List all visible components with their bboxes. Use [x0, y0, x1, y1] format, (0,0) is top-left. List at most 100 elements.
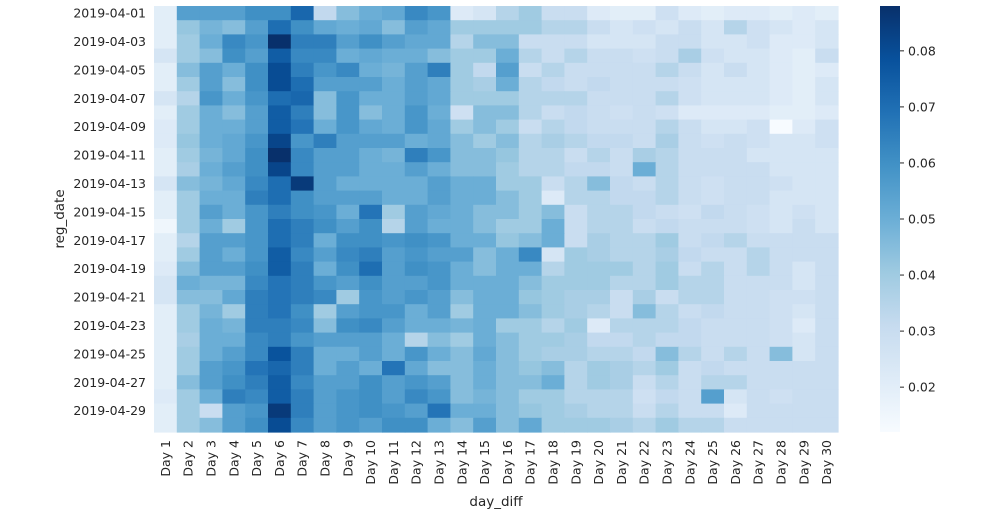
- heatmap-cell: [587, 332, 611, 348]
- heatmap-cell: [678, 417, 702, 433]
- heatmap-cell: [701, 389, 725, 405]
- heatmap-cell: [678, 77, 702, 92]
- heatmap-cell: [404, 219, 429, 234]
- heatmap-cell: [587, 275, 611, 291]
- heatmap-cell: [450, 275, 474, 291]
- heatmap-cell: [222, 48, 246, 64]
- heatmap-cell: [382, 332, 406, 348]
- heatmap-cell: [564, 332, 588, 348]
- heatmap-cell: [336, 77, 360, 92]
- heatmap-cell: [359, 219, 383, 234]
- heatmap-cell: [450, 91, 474, 106]
- heatmap-cell: [746, 290, 771, 305]
- heatmap-cell: [678, 403, 702, 419]
- heatmap-cell: [746, 162, 771, 177]
- heatmap-cell: [678, 119, 702, 135]
- heatmap-cell: [336, 105, 360, 121]
- heatmap-cell: [268, 361, 292, 376]
- heatmap-cell: [222, 417, 246, 433]
- heatmap-cell: [199, 48, 223, 64]
- heatmap-cell: [427, 20, 451, 35]
- heatmap-cell: [701, 318, 725, 334]
- heatmap-cell: [815, 318, 839, 334]
- heatmap-cell: [496, 304, 520, 319]
- heatmap-cell: [769, 204, 793, 220]
- heatmap-cell: [746, 77, 771, 92]
- heatmap-cell: [769, 62, 793, 78]
- heatmap-cell: [382, 162, 406, 177]
- heatmap-cell: [792, 304, 816, 319]
- heatmap-cell: [176, 290, 201, 305]
- heatmap-cell: [815, 133, 839, 149]
- heatmap-cell: [541, 403, 565, 419]
- heatmap-cell: [245, 304, 269, 319]
- heatmap-cell: [792, 318, 816, 334]
- heatmap-cell: [199, 346, 223, 362]
- heatmap-cell: [313, 204, 337, 220]
- heatmap-cell: [199, 403, 223, 419]
- heatmap-cell: [769, 375, 793, 390]
- heatmap-cell: [336, 219, 360, 234]
- heatmap-cell: [382, 34, 406, 50]
- heatmap-cell: [587, 261, 611, 277]
- heatmap-cell: [746, 62, 771, 78]
- x-tick-label: Day 22: [637, 440, 652, 485]
- heatmap-cell: [678, 148, 702, 163]
- heatmap-cell: [724, 190, 748, 206]
- heatmap-cell: [154, 290, 178, 305]
- heatmap-cell: [199, 290, 223, 305]
- heatmap-cell: [268, 403, 292, 419]
- heatmap-cell: [359, 77, 383, 92]
- heatmap-cell: [336, 148, 360, 163]
- heatmap-cell: [769, 20, 793, 35]
- heatmap-cell: [427, 247, 451, 263]
- heatmap-cell: [382, 91, 406, 106]
- heatmap-cell: [724, 176, 748, 192]
- heatmap-cell: [678, 20, 702, 35]
- heatmap-cell: [632, 375, 657, 390]
- heatmap-cell: [268, 389, 292, 405]
- heatmap-cell: [450, 133, 474, 149]
- heatmap-cell: [222, 6, 246, 21]
- heatmap-cell: [290, 162, 315, 177]
- heatmap-cell: [587, 119, 611, 135]
- heatmap-cell: [496, 375, 520, 390]
- heatmap-cell: [268, 261, 292, 277]
- heatmap-cell: [496, 133, 520, 149]
- heatmap-cell: [587, 304, 611, 319]
- heatmap-cell: [404, 233, 429, 248]
- heatmap-cell: [404, 34, 429, 50]
- colorbar-tick-label: 0.08: [908, 43, 936, 58]
- heatmap-cell: [746, 190, 771, 206]
- heatmap-cell: [518, 204, 543, 220]
- heatmap-cell: [610, 34, 634, 50]
- heatmap-cell: [427, 6, 451, 21]
- heatmap-cell: [746, 247, 771, 263]
- heatmap-cell: [154, 261, 178, 277]
- heatmap-cell: [746, 176, 771, 192]
- heatmap-cell: [564, 346, 588, 362]
- heatmap-cell: [518, 346, 543, 362]
- heatmap-cell: [245, 162, 269, 177]
- heatmap-cell: [746, 403, 771, 419]
- heatmap-cell: [199, 375, 223, 390]
- heatmap-cell: [564, 275, 588, 291]
- x-tick-label: Day 7: [295, 440, 310, 477]
- heatmap-cell: [632, 219, 657, 234]
- heatmap-cell: [359, 119, 383, 135]
- heatmap-cell: [632, 361, 657, 376]
- heatmap-cell: [815, 148, 839, 163]
- heatmap-cell: [450, 261, 474, 277]
- heatmap-cell: [450, 48, 474, 64]
- heatmap-cell: [792, 275, 816, 291]
- heatmap-cell: [176, 34, 201, 50]
- heatmap-cell: [769, 176, 793, 192]
- heatmap-cell: [404, 247, 429, 263]
- heatmap-cell: [792, 105, 816, 121]
- heatmap-cell: [610, 219, 634, 234]
- heatmap-cell: [290, 20, 315, 35]
- colorbar-tick-label: 0.03: [908, 324, 936, 339]
- heatmap-cell: [792, 233, 816, 248]
- heatmap-cell: [176, 91, 201, 106]
- heatmap-cell: [724, 389, 748, 405]
